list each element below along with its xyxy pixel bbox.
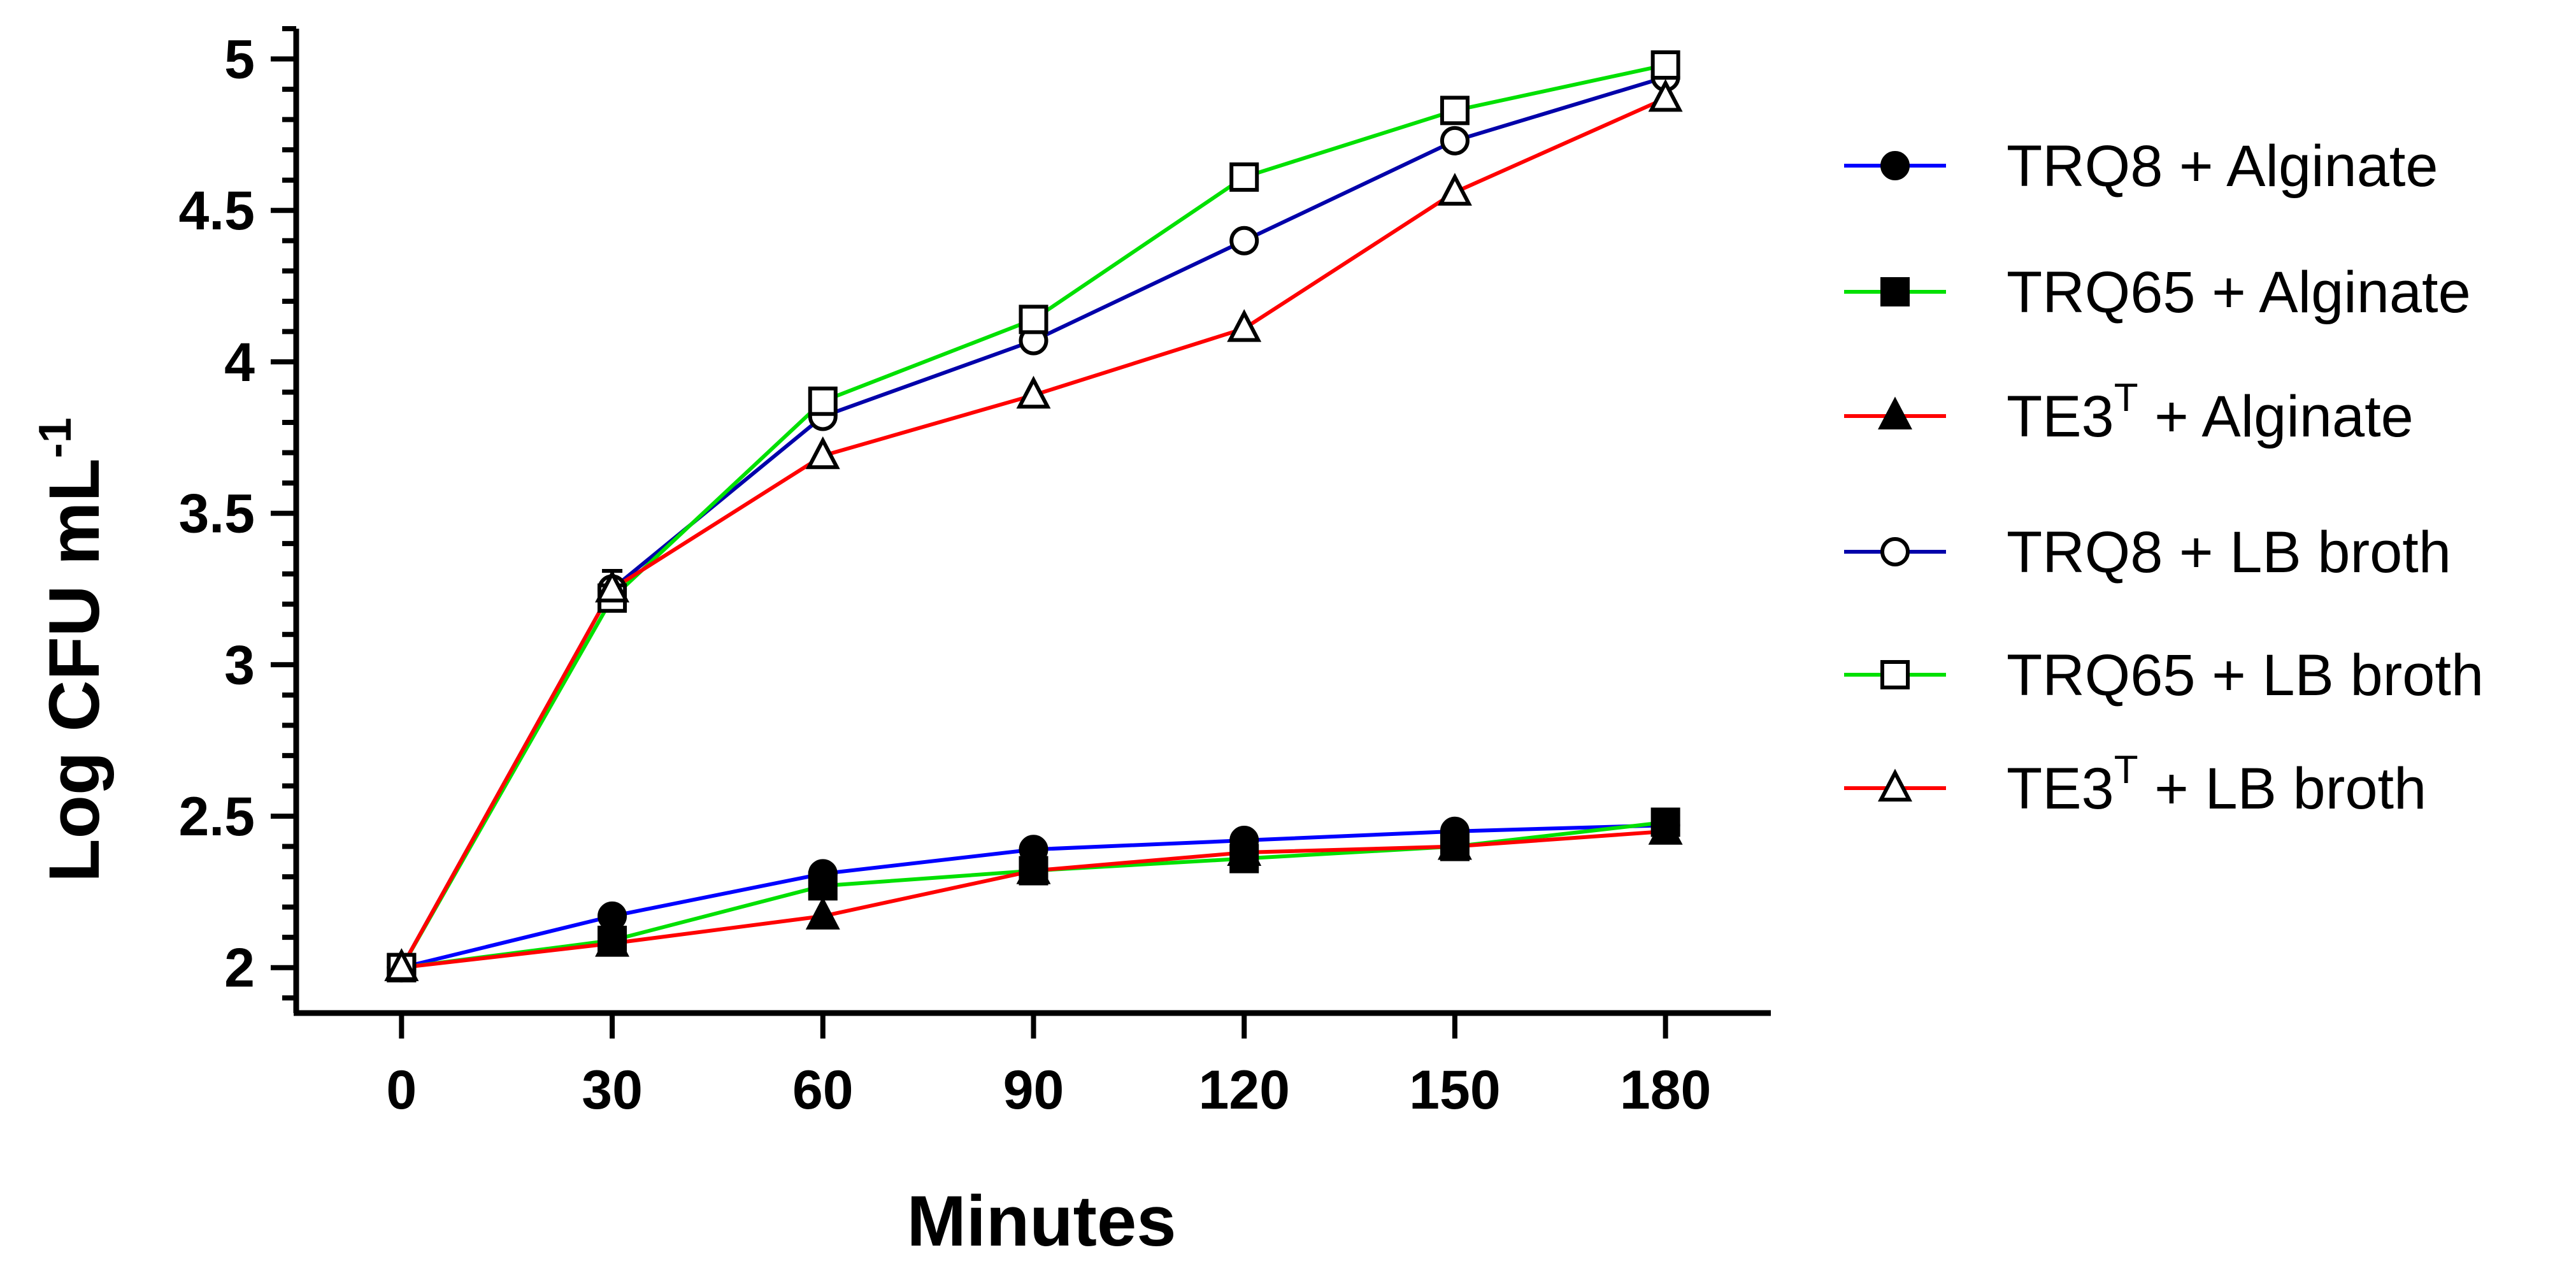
legend-marker xyxy=(1880,151,1910,180)
x-tick-label: 180 xyxy=(1620,1060,1712,1121)
axes: 2 2.5 3 3.5 4 4.5 5 0 30 60 90 120 150 180 xyxy=(178,26,1771,1121)
x-tick-label: 120 xyxy=(1198,1060,1290,1121)
legend-label: TRQ8 + LB broth xyxy=(2007,520,2451,585)
x-tick-label: 0 xyxy=(386,1060,417,1121)
legend-label: TRQ8 + Alginate xyxy=(2007,134,2438,199)
series-3-point xyxy=(1648,812,1683,845)
series-5-point xyxy=(1650,50,1680,80)
legend-item: TRQ8 + LB broth xyxy=(1844,520,2451,585)
series-6-point xyxy=(1016,375,1051,409)
legend-label: TRQ65 + LB broth xyxy=(2007,643,2484,708)
series-5-point xyxy=(1229,162,1259,192)
legend-label-main: TRQ65 + LB broth xyxy=(2007,643,2484,708)
series-4-point xyxy=(1229,226,1259,255)
legend-label-main: TRQ65 + Alginate xyxy=(2007,260,2471,325)
series-3-point xyxy=(1437,827,1472,860)
legend-label: TE3T + LB broth xyxy=(2007,748,2426,821)
series-2-point xyxy=(808,871,838,901)
legend-marker xyxy=(1878,768,1912,802)
legend-item: TRQ8 + Alginate xyxy=(1844,134,2438,199)
y-axis-title-main: Log CFU mL xyxy=(34,458,114,882)
legend-item: TE3T + LB broth xyxy=(1844,748,2426,821)
y-tick-label: 4 xyxy=(224,332,255,393)
series-5-point xyxy=(808,386,838,416)
y-axis-title-superscript: -1 xyxy=(30,417,81,458)
legend-label: TRQ65 + Alginate xyxy=(2007,260,2471,325)
series-4-point xyxy=(1440,126,1470,155)
legend-item: TRQ65 + Alginate xyxy=(1844,260,2471,325)
x-tick-label: 150 xyxy=(1409,1060,1501,1121)
series-6-point xyxy=(1227,309,1262,342)
series-3-point xyxy=(1016,851,1051,884)
y-tick-label: 3 xyxy=(224,635,255,696)
y-tick-label: 3.5 xyxy=(178,484,255,545)
legend-label-main: TE3 xyxy=(2007,384,2114,449)
series-3-point xyxy=(595,924,630,957)
x-tick-label: 60 xyxy=(792,1060,854,1121)
legend-label-rest: + Alginate xyxy=(2138,384,2414,449)
legend-marker xyxy=(1880,660,1910,689)
y-tick-label: 5 xyxy=(224,29,255,90)
plot-area xyxy=(384,50,1683,982)
legend-item: TRQ65 + LB broth xyxy=(1844,643,2484,708)
series-3-point xyxy=(805,896,840,930)
legend-label-main: TE3 xyxy=(2007,756,2114,821)
series-line-4 xyxy=(399,75,1666,969)
y-axis-title: Log CFU mL-1 xyxy=(30,417,114,882)
series-6-point xyxy=(384,948,419,981)
legend-label-main: TRQ8 + Alginate xyxy=(2007,134,2438,199)
legend-label-rest: + LB broth xyxy=(2138,756,2427,821)
y-tick-label: 2 xyxy=(224,938,255,999)
x-axis-title: Minutes xyxy=(906,1181,1176,1261)
series-6-point xyxy=(1437,173,1472,206)
x-tick-label: 30 xyxy=(582,1060,643,1121)
x-tick-label: 90 xyxy=(1003,1060,1064,1121)
series-3-point xyxy=(1227,833,1262,867)
legend-label-superscript: T xyxy=(2114,748,2138,792)
legend-marker xyxy=(1880,277,1910,306)
series-5-point xyxy=(1019,305,1048,334)
legend-marker xyxy=(1880,537,1910,566)
series-6-point xyxy=(1648,78,1683,112)
legend-item: TE3T + Alginate xyxy=(1844,376,2414,449)
series-6-point xyxy=(805,436,840,470)
y-tick-label: 4.5 xyxy=(178,180,255,241)
series-5-point xyxy=(1440,96,1470,126)
legend-label-superscript: T xyxy=(2114,376,2138,420)
legend-label: TE3T + Alginate xyxy=(2007,376,2414,449)
series-6-point xyxy=(595,569,630,603)
legend-marker xyxy=(1878,396,1912,429)
legend-label-main: TRQ8 + LB broth xyxy=(2007,520,2451,585)
y-tick-label: 2.5 xyxy=(178,786,255,847)
